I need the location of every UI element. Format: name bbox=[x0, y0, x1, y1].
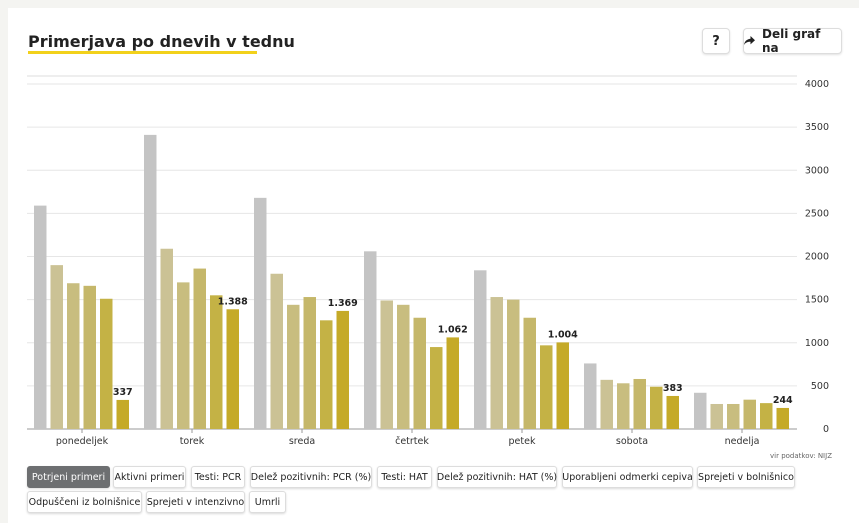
bar bbox=[270, 273, 283, 429]
bar bbox=[727, 403, 740, 429]
data-label: 1.369 bbox=[328, 298, 358, 309]
share-label: Deli graf na bbox=[761, 27, 821, 55]
bar bbox=[694, 392, 707, 429]
bar bbox=[413, 317, 426, 429]
bar bbox=[617, 383, 630, 429]
bar bbox=[336, 310, 349, 429]
bar bbox=[303, 297, 316, 429]
tab-1[interactable]: Potrjeni primeri bbox=[27, 466, 110, 488]
bar bbox=[490, 297, 503, 429]
tab-3[interactable]: Testi: PCR bbox=[191, 466, 245, 488]
tab-6[interactable]: Delež pozitivnih: HAT (%) bbox=[437, 466, 557, 488]
tab-8[interactable]: Sprejeti v bolnišnico bbox=[697, 466, 795, 488]
bar bbox=[144, 134, 157, 429]
data-label: 244 bbox=[773, 395, 793, 406]
tab-7[interactable]: Uporabljeni odmerki cepiva bbox=[562, 466, 693, 488]
y-tick-label: 3500 bbox=[805, 122, 829, 133]
bar bbox=[380, 300, 393, 429]
bar bbox=[116, 399, 129, 429]
tab-5[interactable]: Testi: HAT bbox=[377, 466, 432, 488]
bar bbox=[666, 395, 679, 429]
y-tick-label: 4000 bbox=[805, 79, 829, 90]
y-tick-label: 2000 bbox=[805, 252, 829, 263]
bar bbox=[50, 265, 63, 429]
tab-4[interactable]: Delež pozitivnih: PCR (%) bbox=[250, 466, 372, 488]
bar bbox=[83, 285, 96, 429]
title-underline bbox=[28, 51, 257, 54]
y-tick-label: 1500 bbox=[805, 295, 829, 306]
bar bbox=[254, 197, 267, 429]
bar bbox=[160, 248, 173, 429]
bar bbox=[430, 347, 443, 429]
bar bbox=[100, 298, 113, 429]
share-button[interactable]: Deli graf na bbox=[743, 27, 842, 55]
bar bbox=[474, 270, 487, 429]
bar bbox=[760, 403, 773, 429]
bar bbox=[710, 403, 723, 429]
share-arrow-icon bbox=[744, 36, 755, 45]
bar bbox=[600, 379, 613, 429]
bar bbox=[177, 282, 190, 429]
y-tick-label: 1000 bbox=[805, 338, 829, 349]
bar bbox=[34, 205, 47, 429]
bar bbox=[650, 386, 663, 429]
bar bbox=[540, 345, 553, 429]
bar bbox=[397, 304, 410, 429]
y-tick-label: 500 bbox=[811, 381, 829, 392]
bar bbox=[743, 399, 756, 429]
data-label: 1.388 bbox=[218, 296, 248, 307]
help-label: ? bbox=[712, 33, 720, 49]
y-tick-label: 2500 bbox=[805, 208, 829, 219]
tab-11[interactable]: Umrli bbox=[249, 491, 286, 513]
bar bbox=[507, 299, 520, 429]
y-tick-label: 3000 bbox=[805, 165, 829, 176]
bar bbox=[193, 268, 206, 429]
x-tick-label: sreda bbox=[289, 436, 315, 447]
bar bbox=[446, 337, 459, 429]
chart-title: Primerjava po dnevih v tednu bbox=[28, 32, 295, 51]
data-label: 337 bbox=[113, 387, 133, 398]
bar bbox=[556, 342, 569, 429]
x-tick-label: petek bbox=[509, 436, 536, 447]
bar bbox=[210, 295, 223, 429]
help-button[interactable]: ? bbox=[702, 28, 730, 54]
bar bbox=[633, 378, 646, 429]
data-label: 383 bbox=[663, 383, 683, 394]
x-tick-label: sobota bbox=[616, 436, 648, 447]
bar bbox=[226, 309, 239, 429]
data-label: 1.004 bbox=[548, 329, 578, 340]
tab-9[interactable]: Odpuščeni iz bolnišnice bbox=[27, 491, 142, 513]
y-tick-label: 0 bbox=[823, 424, 829, 435]
bar bbox=[584, 363, 597, 429]
x-tick-label: ponedeljek bbox=[56, 436, 109, 447]
bar bbox=[364, 251, 377, 429]
bar bbox=[287, 304, 300, 429]
bar bbox=[67, 283, 80, 429]
data-label: 1.062 bbox=[438, 324, 468, 335]
x-tick-label: nedelja bbox=[725, 436, 760, 447]
source-note: vir podatkov: NIJZ bbox=[770, 452, 832, 460]
bar bbox=[523, 317, 536, 429]
tab-10[interactable]: Sprejeti v intenzivno bbox=[146, 491, 245, 513]
tab-2[interactable]: Aktivni primeri bbox=[113, 466, 186, 488]
x-tick-label: četrtek bbox=[395, 436, 429, 447]
bar bbox=[320, 320, 333, 429]
x-tick-label: torek bbox=[180, 436, 205, 447]
bar bbox=[776, 407, 789, 429]
